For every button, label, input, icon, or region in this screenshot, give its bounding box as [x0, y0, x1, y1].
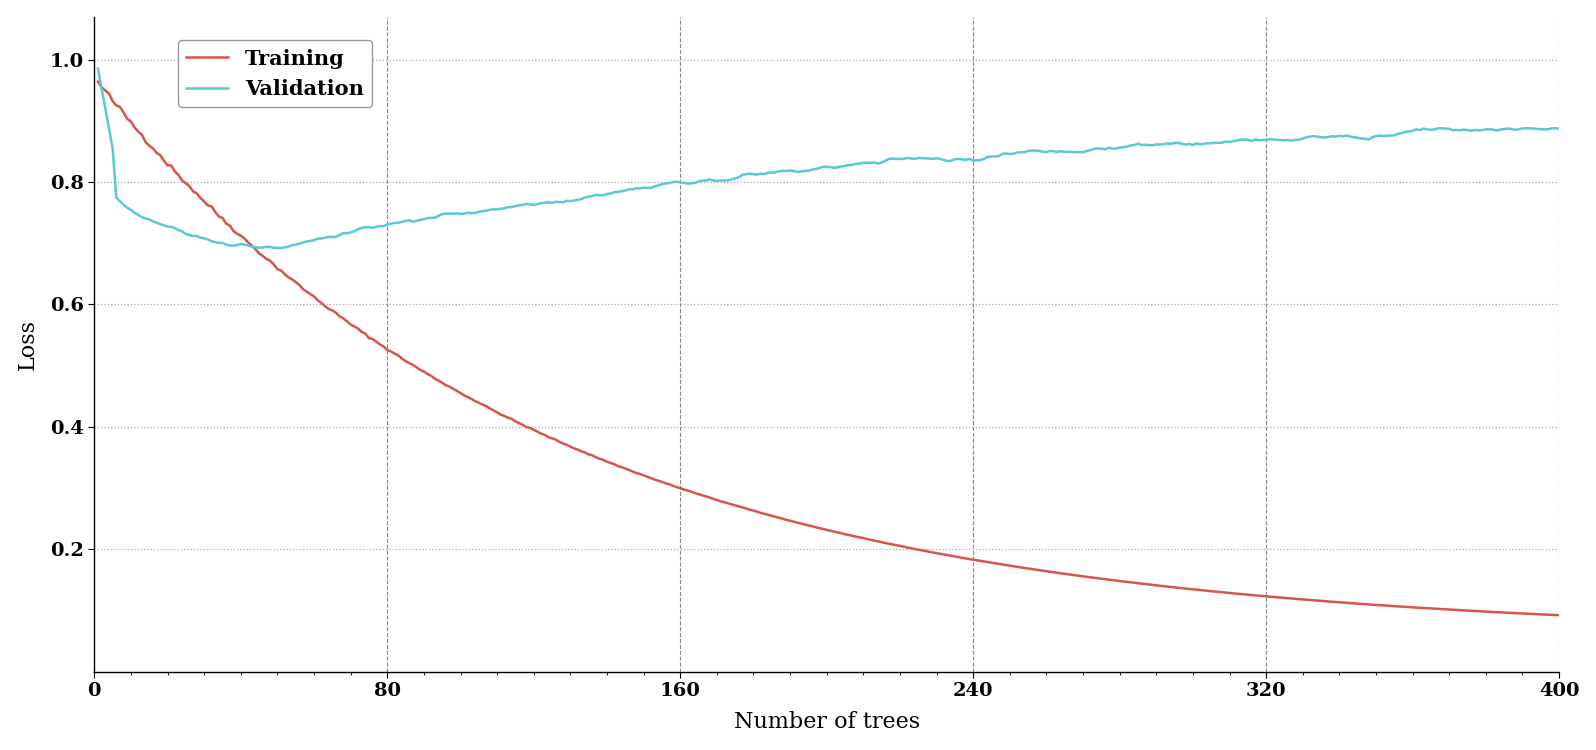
Validation — [265, 243, 284, 252]
Validation — [271, 244, 290, 253]
Validation — [1012, 148, 1031, 157]
Training — [1143, 580, 1162, 590]
Training — [88, 77, 107, 86]
Training — [565, 444, 584, 453]
Training — [265, 260, 284, 269]
Validation — [670, 178, 689, 187]
Validation — [1154, 140, 1173, 148]
Validation — [88, 64, 107, 74]
Line: Validation: Validation — [97, 69, 1559, 248]
Training — [667, 482, 686, 491]
Y-axis label: Loss: Loss — [16, 319, 38, 370]
Validation — [1146, 140, 1165, 148]
Validation — [1550, 124, 1569, 133]
Training — [1007, 562, 1026, 572]
Training — [1550, 610, 1569, 620]
Validation — [568, 195, 587, 204]
Legend: Training, Validation: Training, Validation — [179, 40, 372, 107]
Line: Training: Training — [97, 82, 1559, 615]
Training — [1151, 581, 1170, 590]
X-axis label: Number of trees: Number of trees — [734, 711, 919, 734]
